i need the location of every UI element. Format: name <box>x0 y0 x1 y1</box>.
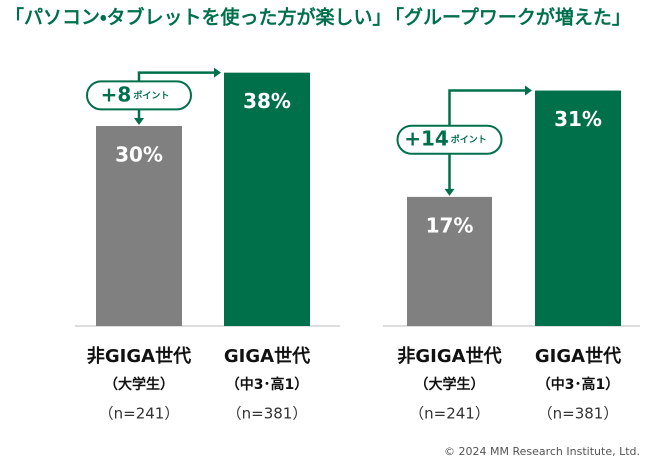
difference-value: +14 <box>404 126 449 150</box>
bar <box>224 72 310 327</box>
category-note: （中3･高1） <box>226 376 308 393</box>
copyright: © 2024 MM Research Institute, Ltd. <box>444 445 640 458</box>
category-label: GIGA世代 <box>535 346 621 367</box>
difference-unit: ポイント <box>451 133 487 145</box>
category-label: 非GIGA世代 <box>397 345 501 367</box>
chart-title: 「パソコン・タブレットを使った方が楽しい」 <box>5 6 391 29</box>
bar <box>407 196 492 326</box>
value-label: 30% <box>115 143 163 167</box>
difference-value: +8 <box>101 82 132 106</box>
category-note: （大学生） <box>415 376 485 393</box>
value-label: 17% <box>426 213 474 237</box>
difference-arrow <box>448 89 527 191</box>
arrow-head <box>444 188 455 196</box>
category-label: GIGA世代 <box>224 346 310 367</box>
difference-unit: ポイント <box>133 89 169 101</box>
arrow-head <box>525 85 532 96</box>
sample-size: （n=381） <box>227 405 308 423</box>
sample-size: （n=381） <box>538 405 619 423</box>
bar <box>96 126 182 326</box>
difference-badge <box>86 80 192 111</box>
difference-badge <box>396 124 503 155</box>
category-label: 非GIGA世代 <box>87 345 191 367</box>
value-label: 38% <box>243 89 291 113</box>
arrow-head <box>214 67 221 78</box>
category-note: （中3･高1） <box>537 376 619 393</box>
arrow-head <box>134 118 144 125</box>
value-label: 31% <box>554 107 602 131</box>
sample-size: （n=241） <box>409 405 490 423</box>
sample-size: （n=241） <box>99 405 180 423</box>
difference-label: +14 ポイント <box>404 126 487 150</box>
category-note: （大学生） <box>104 376 174 393</box>
chart-title: 「グループワークが増えた」 <box>385 6 631 29</box>
bar <box>535 90 621 326</box>
difference-label: +8 ポイント <box>101 82 170 106</box>
